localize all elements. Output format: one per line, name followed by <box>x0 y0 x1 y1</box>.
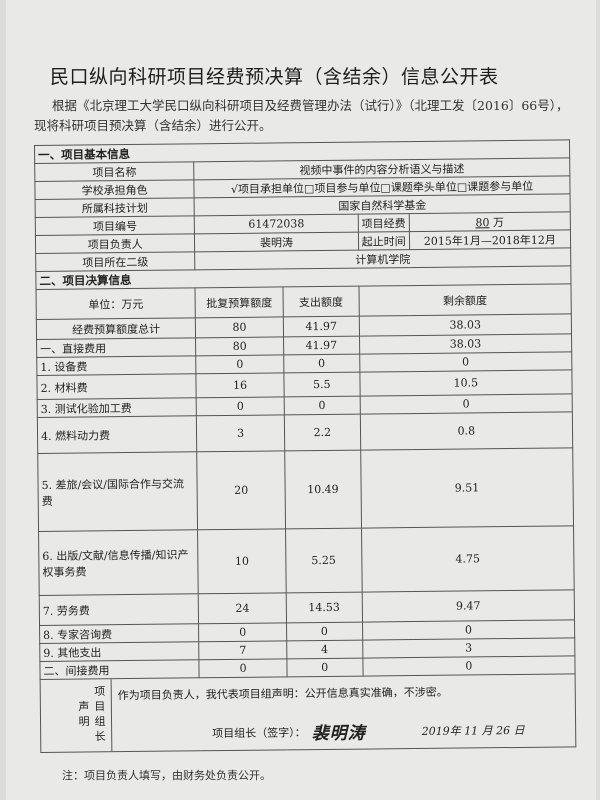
budget-row: 6. 出版/文献/信息传播/知识产权事务费 10 5.25 4.75 <box>38 525 575 596</box>
label: 学校承担角色 <box>34 179 195 200</box>
cell-approved: 20 <box>196 450 286 530</box>
label: 项目负责人 <box>35 233 195 254</box>
cell-remaining: 9.47 <box>361 589 575 623</box>
document-title: 民口纵向科研项目经费预决算（含结余）信息公开表 <box>50 66 499 88</box>
cell-spent: 41.97 <box>283 316 360 337</box>
cell-spent: 2.2 <box>284 414 361 451</box>
project-funding: 80 万 <box>408 211 571 232</box>
cell-remaining: 0 <box>359 393 573 415</box>
header-approved: 批复预算额度 <box>195 286 284 318</box>
cell-spent: 5.5 <box>283 372 360 397</box>
budget-row: 4. 燃料动力费 3 2.2 0.8 <box>37 411 573 454</box>
cell-spent: 0 <box>284 396 361 415</box>
cell-approved: 80 <box>195 336 284 356</box>
label: 项目名称 <box>34 161 195 182</box>
label: 项目所在二级 <box>35 251 196 272</box>
header-remaining: 剩余额度 <box>358 283 572 317</box>
declaration-label: 项目组长声明 <box>70 679 113 752</box>
cell-approved: 0 <box>198 622 287 642</box>
label: 项目经费 <box>357 213 410 233</box>
label: 项目编号 <box>35 215 195 236</box>
cell-category: 一、直接费用 <box>36 337 196 358</box>
declaration-date: 2019年 11 月 26 日 <box>421 723 525 738</box>
cell-approved: 0 <box>195 354 284 374</box>
cell-spent: 5.25 <box>285 528 362 593</box>
project-period: 2015年1月—2018年12月 <box>409 229 571 250</box>
declaration-text: 作为项目负责人，我代表项目组声明：公开信息真实准确，不涉密。 <box>117 685 448 703</box>
cell-category: 3. 测试化验加工费 <box>37 397 197 418</box>
cell-remaining: 4.75 <box>361 525 575 593</box>
cell-remaining: 3 <box>362 637 575 659</box>
cell-category: 4. 燃料动力费 <box>37 415 197 454</box>
cell-approved: 7 <box>198 640 287 660</box>
cell-approved: 24 <box>198 592 287 624</box>
signature: 裴明涛 <box>311 723 366 745</box>
cell-approved: 80 <box>195 316 284 338</box>
label: 起止时间 <box>358 231 410 251</box>
funding-unit: 万 <box>492 215 504 229</box>
disclosure-table: 一、项目基本信息 项目名称 视频中事件的内容分析语义与描述 学校承担角色 √项目承担… <box>34 139 576 753</box>
cell-spent: 0 <box>286 622 363 641</box>
cell-remaining: 10.5 <box>359 369 573 397</box>
header-spent: 支出额度 <box>282 286 359 317</box>
project-leader: 裴明涛 <box>194 232 359 252</box>
document-page: 民口纵向科研项目经费预决算（含结余）信息公开表 根据《北京理工大学民口纵向科研项… <box>6 0 596 800</box>
cell-spent: 4 <box>286 640 363 659</box>
cell-spent: 0 <box>283 354 360 373</box>
cell-remaining: 0 <box>362 619 575 641</box>
cell-category: 1. 设备费 <box>36 355 197 376</box>
header-unit: 单位：万元 <box>36 287 196 320</box>
cell-remaining: 38.03 <box>359 333 572 355</box>
cell-remaining: 0 <box>362 655 576 677</box>
cell-approved: 10 <box>197 528 287 594</box>
label: 所属科技计划 <box>35 197 195 218</box>
project-number: 61472038 <box>194 214 359 234</box>
cell-category: 5. 差旅/会议/国际合作与交流费 <box>37 451 198 532</box>
cell-category: 二、间接费用 <box>39 659 200 680</box>
cell-approved: 16 <box>196 372 285 398</box>
funding-value: 80 <box>475 215 490 229</box>
cell-spent: 41.97 <box>283 336 360 355</box>
cell-approved: 0 <box>196 396 285 416</box>
cell-remaining: 9.51 <box>360 447 574 529</box>
cell-category: 2. 材料费 <box>36 373 197 400</box>
budget-row: 5. 差旅/会议/国际合作与交流费 20 10.49 9.51 <box>37 447 574 532</box>
footnote: 注：项目负责人填写，由财务处负责公开。 <box>62 769 271 782</box>
cell-spent: 14.53 <box>286 592 363 623</box>
declaration-cell: 项目组长声明 作为项目负责人，我代表项目组声明：公开信息真实准确，不涉密。 项目… <box>40 673 576 753</box>
cell-category: 8. 专家咨询费 <box>39 623 199 644</box>
intro-paragraph: 根据《北京理工大学民口纵向科研项目及经费管理办法（试行）》（北理工发〔2016〕… <box>34 98 569 133</box>
cell-category: 7. 劳务费 <box>39 593 199 626</box>
cell-remaining: 38.03 <box>358 313 572 337</box>
cell-category: 9. 其他支出 <box>39 641 200 662</box>
cell-spent: 10.49 <box>284 450 362 529</box>
cell-category: 经费预算额度总计 <box>36 317 196 340</box>
cell-approved: 3 <box>196 414 285 452</box>
cell-remaining: 0 <box>359 351 572 373</box>
signature-label: 项目组长（签字）： <box>212 725 306 740</box>
cell-category: 6. 出版/文献/信息传播/知识产权事务费 <box>38 529 199 596</box>
cell-approved: 0 <box>199 658 287 678</box>
cell-spent: 0 <box>286 658 363 677</box>
cell-remaining: 0.8 <box>360 411 573 451</box>
